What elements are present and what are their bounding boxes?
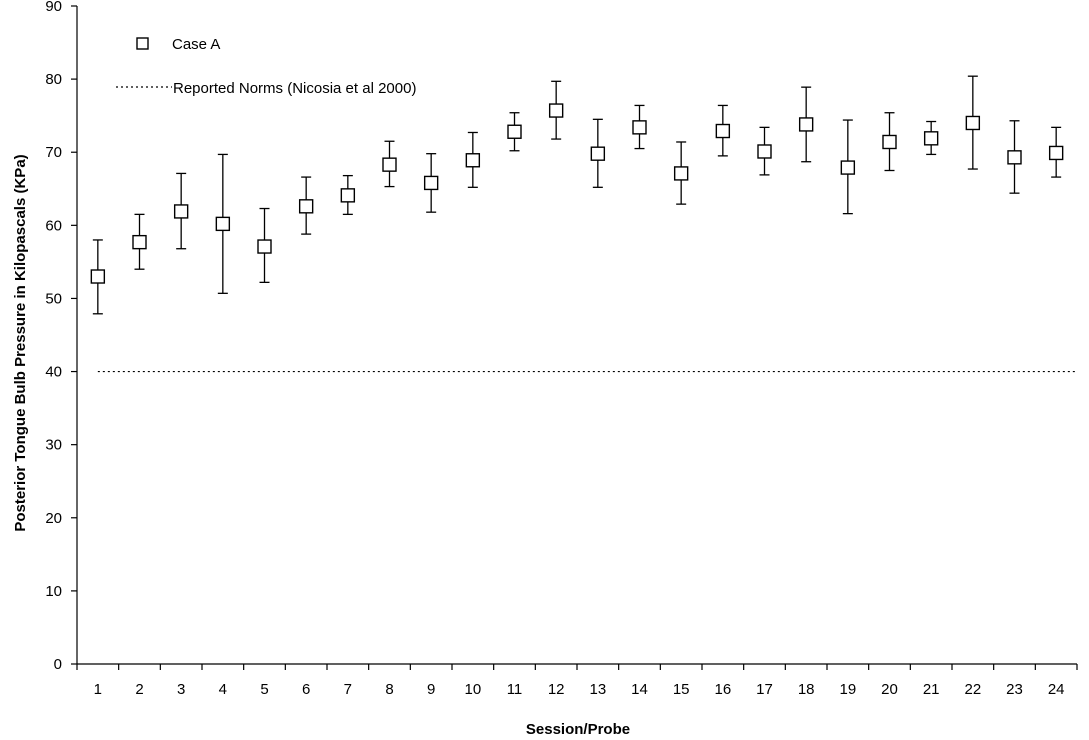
data-point [548,103,564,118]
data-point [590,146,606,161]
x-tick-label: 18 [798,681,815,698]
y-tick-label: 20 [45,510,62,527]
y-axis-title: Posterior Tongue Bulb Pressure in Kilopa… [12,154,29,531]
data-point [965,115,981,131]
data-point [215,216,231,232]
legend: Case A Reported Norms (Nicosia et al 200… [116,36,416,97]
legend-label-norms: Reported Norms (Nicosia et al 2000) [173,80,416,97]
x-tick-label: 5 [260,681,268,698]
x-tick-label: 17 [756,681,773,698]
data-point [90,269,106,284]
data-point [507,124,522,139]
y-tick-label: 80 [45,71,62,88]
x-tick-label: 7 [344,681,352,698]
x-tick-label: 22 [964,681,981,698]
x-tick-label: 14 [631,681,648,698]
y-tick-label: 40 [45,364,62,381]
data-point [923,131,939,146]
data-points [90,103,1064,284]
x-axis-title: Session/Probe [526,721,630,738]
x-tick-label: 8 [385,681,393,698]
x-tick-label: 6 [302,681,310,698]
y-tick-label: 30 [45,437,62,454]
error-bars [92,75,1062,315]
data-point [757,144,772,159]
data-point [882,134,897,150]
data-point [1048,145,1064,161]
x-tick-label: 3 [177,681,185,698]
x-tick-label: 4 [219,681,227,698]
x-tick-label: 9 [427,681,435,698]
x-tick-label: 24 [1048,681,1065,698]
data-point [132,234,147,250]
x-tick-label: 12 [548,681,565,698]
data-point [798,117,814,132]
data-point [173,204,189,219]
data-point [382,157,397,172]
x-tick-label: 21 [923,681,940,698]
data-point [715,123,731,139]
data-point [340,188,356,203]
x-tick-label: 20 [881,681,898,698]
y-tick-label: 60 [45,217,62,234]
axes [71,5,1078,670]
y-tick-label: 0 [54,656,62,673]
data-point [673,166,689,181]
x-tick-label: 15 [673,681,690,698]
x-tick-label: 10 [464,681,481,698]
x-tick-label: 11 [507,681,523,698]
x-tick-label: 1 [94,681,102,698]
data-point [298,199,314,214]
data-point [423,175,439,191]
legend-label-case-a: Case A [172,36,220,53]
data-point [840,160,856,175]
x-tick-label: 16 [714,681,731,698]
data-point [257,239,272,254]
data-point [1007,150,1022,165]
legend-marker-case-a [136,37,149,50]
y-tick-label: 70 [45,144,62,161]
x-tick-label: 13 [589,681,606,698]
x-tick-label: 2 [135,681,143,698]
y-tick-label: 50 [45,290,62,307]
x-tick-label: 23 [1006,681,1023,698]
data-point [465,153,481,168]
y-tick-label: 90 [45,0,62,15]
x-tick-label: 19 [839,681,856,698]
data-point [632,120,647,135]
y-tick-label: 10 [45,583,62,600]
